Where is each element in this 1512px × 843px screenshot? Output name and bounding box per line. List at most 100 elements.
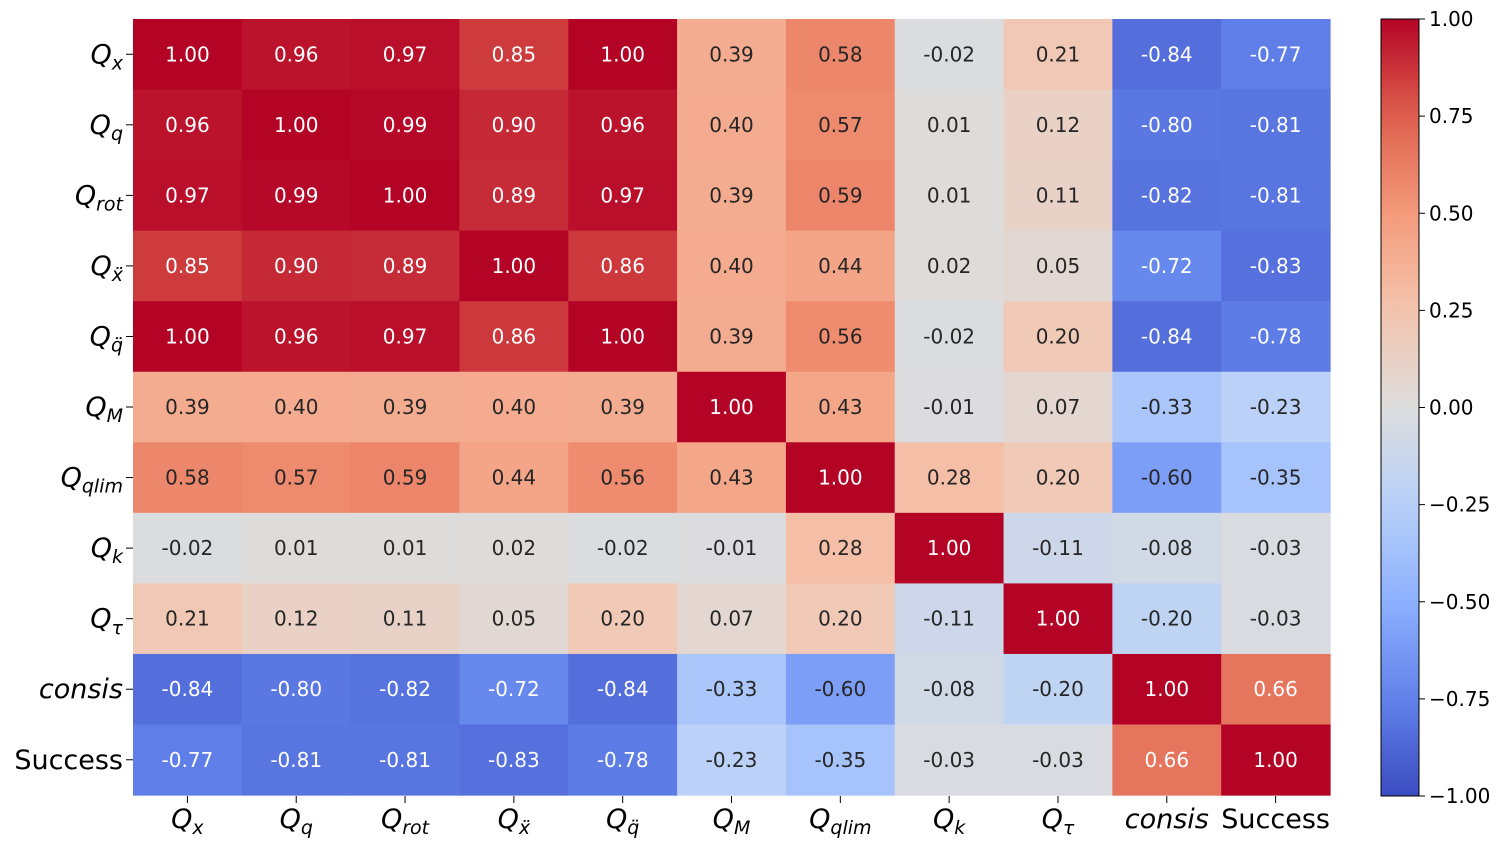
- cell-value-label: 0.12: [274, 607, 319, 631]
- heatmap-cell: [459, 19, 569, 91]
- heatmap-cell: [1003, 653, 1113, 726]
- heatmap-cell: [459, 160, 569, 232]
- colorbar-tick-label: 1.00: [1429, 7, 1474, 31]
- cell-value-label: 0.85: [492, 42, 537, 66]
- heatmap-cell: [568, 301, 678, 373]
- cell-value-label: -0.03: [923, 748, 975, 772]
- heatmap-cell: [241, 653, 352, 726]
- heatmap-cell: [677, 89, 787, 161]
- heatmap-cell: [1112, 371, 1222, 443]
- heatmap-cell: [677, 442, 787, 514]
- cell-value-label: 0.20: [818, 607, 863, 631]
- heatmap-cell: [133, 160, 243, 232]
- heatmap-cell: [350, 724, 461, 796]
- heatmap-cell: [1003, 19, 1113, 91]
- cell-value-label: 0.56: [600, 466, 645, 490]
- heatmap-cell: [1221, 653, 1331, 726]
- heatmap-cell: [241, 371, 352, 443]
- cell-value-label: 0.99: [274, 183, 319, 207]
- heatmap-cell: [677, 583, 787, 655]
- cell-value-label: 1.00: [1145, 677, 1190, 701]
- cell-value-label: 0.66: [1145, 748, 1190, 772]
- heatmap-cell: [350, 583, 461, 655]
- heatmap-cell: [1003, 512, 1113, 584]
- cell-value-label: 0.90: [492, 113, 537, 137]
- heatmap-cell: [1112, 230, 1222, 302]
- heatmap-cell: [1221, 724, 1331, 796]
- cell-value-label: -0.35: [1250, 466, 1302, 490]
- heatmap-cell: [894, 371, 1005, 443]
- cell-value-label: 0.58: [165, 466, 210, 490]
- cell-value-label: -0.83: [488, 748, 540, 772]
- heatmap-cell: [568, 442, 678, 514]
- cell-value-label: 1.00: [492, 254, 537, 278]
- cell-value-label: 1.00: [165, 42, 210, 66]
- heatmap-cell: [459, 583, 569, 655]
- heatmap-cell: [350, 19, 461, 91]
- heatmap-cell: [785, 583, 896, 655]
- heatmap-cell: [894, 19, 1005, 91]
- heatmap-cell: [241, 442, 352, 514]
- cell-value-label: 0.43: [818, 395, 863, 419]
- cell-value-label: 0.97: [165, 183, 210, 207]
- x-tick-label: Qx: [171, 804, 204, 839]
- cell-value-label: -0.78: [597, 748, 649, 772]
- heatmap-cell: [1112, 583, 1222, 655]
- heatmap-cell: [1003, 442, 1113, 514]
- y-tick-label: Qq: [90, 110, 123, 145]
- x-tick-label: Qq̈: [606, 804, 639, 839]
- cell-value-label: -0.72: [488, 677, 540, 701]
- cell-value-label: 0.56: [818, 324, 863, 348]
- heatmap-cell: [350, 371, 461, 443]
- y-tick-label: Qq̈: [90, 321, 123, 356]
- heatmap-cell: [1003, 724, 1113, 796]
- heatmap-cell: [894, 89, 1005, 161]
- heatmap-cell: [894, 583, 1005, 655]
- heatmap-cell: [133, 512, 243, 584]
- heatmap-cell: [459, 724, 569, 796]
- heatmap-cell: [241, 301, 352, 373]
- heatmap-cell: [677, 512, 787, 584]
- heatmap-cell: [785, 653, 896, 726]
- cell-value-label: 0.20: [600, 607, 645, 631]
- cell-value-label: -0.35: [814, 748, 866, 772]
- cell-value-label: 0.57: [818, 113, 863, 137]
- cell-value-label: 0.40: [274, 395, 319, 419]
- y-tick-label: consis: [39, 674, 123, 705]
- heatmap-cell: [785, 301, 896, 373]
- heatmap-cell: [785, 19, 896, 91]
- colorbar-gradient: [1380, 18, 1420, 797]
- heatmap-cell: [785, 89, 896, 161]
- heatmap-cell: [459, 653, 569, 726]
- cell-value-label: 1.00: [600, 324, 645, 348]
- cell-value-label: 0.20: [1036, 466, 1081, 490]
- heatmap-cell: [1221, 19, 1331, 91]
- cell-value-label: 0.39: [600, 395, 645, 419]
- heatmap-cell: [1003, 301, 1113, 373]
- cell-value-label: 0.39: [383, 395, 428, 419]
- cell-value-label: -0.60: [814, 677, 866, 701]
- heatmap-cell: [1221, 371, 1331, 443]
- cell-value-label: -0.03: [1250, 536, 1302, 560]
- heatmap-cell: [1221, 442, 1331, 514]
- heatmap-cell: [350, 89, 461, 161]
- cell-value-label: 0.97: [600, 183, 645, 207]
- heatmap-cell: [1003, 160, 1113, 232]
- cell-value-label: -0.82: [379, 677, 431, 701]
- heatmap-cell: [894, 160, 1005, 232]
- heatmap-cell: [568, 583, 678, 655]
- heatmap-cell: [1221, 230, 1331, 302]
- heatmap-cell: [568, 160, 678, 232]
- heatmap-cell: [241, 583, 352, 655]
- cell-value-label: -0.60: [1141, 466, 1193, 490]
- cell-value-label: 1.00: [274, 113, 319, 137]
- cell-value-label: 0.28: [818, 536, 863, 560]
- cell-value-label: 1.00: [927, 536, 972, 560]
- heatmap-cell: [1003, 371, 1113, 443]
- heatmap-cell: [785, 160, 896, 232]
- colorbar: 1.00 0.75 0.50 0.25 0.00 −0.25 −0.50 −0.75 −1.00: [1380, 7, 1490, 808]
- heatmap-cell: [1221, 512, 1331, 584]
- cell-value-label: -0.82: [1141, 183, 1193, 207]
- heatmap-cell: [1003, 583, 1113, 655]
- y-tick-label: Qk: [91, 533, 124, 568]
